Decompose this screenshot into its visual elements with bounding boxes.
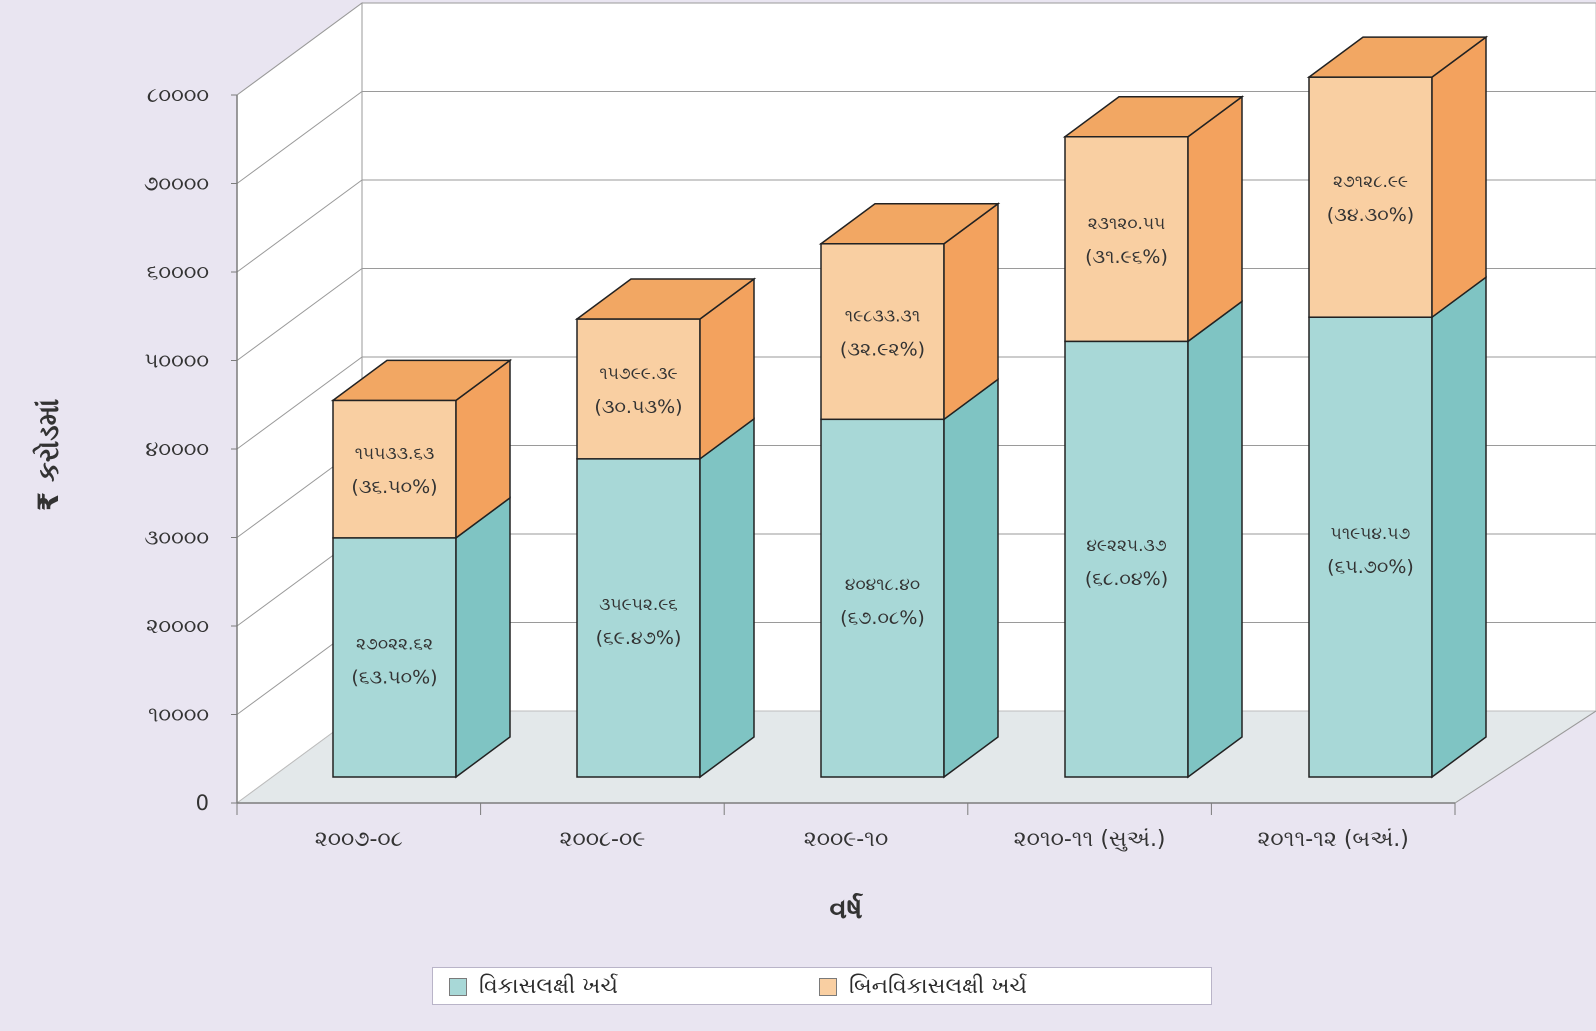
bar-segment-non-development <box>820 243 945 421</box>
data-label-development: ૨૭૦૨૨.૬૨ <box>356 634 433 654</box>
data-label-development: ૪૦૪૧૮.૪૦ <box>845 575 920 595</box>
bar-side-non-development <box>1187 95 1243 343</box>
bar-group: ૪૯૨૨૫.૩૭ (૬૮.૦૪%) ૨૩૧૨૦.૫૫ (૩૧.૯૬%) <box>1062 95 1245 779</box>
data-label-development-pct: (૬૯.૪૭%) <box>596 627 682 649</box>
x-axis-title: વર્ષ <box>829 892 863 925</box>
bar-segment-development <box>576 458 701 778</box>
data-label-non-development: ૨૭૧૨૮.૯૯ <box>1333 172 1408 192</box>
y-tick-label: ૧૦૦૦૦ <box>148 703 209 727</box>
y-tick-label: ૮૦૦૦૦ <box>147 83 209 107</box>
data-label-development: ૫૧૯૫૪.૫૭ <box>1331 524 1411 544</box>
x-category-label: ૨૦૧૧-૧૨ (બઅં.) <box>1258 827 1409 852</box>
data-label-development: ૪૯૨૨૫.૩૭ <box>1086 536 1166 556</box>
x-category-label: ૨૦૧૦-૧૧ (સુઅં.) <box>1014 827 1166 852</box>
y-tick-label: ૭૦૦૦૦ <box>144 172 209 196</box>
legend-item-development: વિકાસલક્ષી ખર્ચ <box>449 974 618 999</box>
data-label-non-development-pct: (૩૦.૫૩%) <box>594 396 682 418</box>
bar-segment-development <box>1308 316 1433 778</box>
bar-top-cap <box>330 359 513 402</box>
x-category-label: ૨૦૦૮-૦૯ <box>560 827 646 852</box>
data-label-non-development: ૧૫૭૯૯.૩૯ <box>599 364 677 384</box>
bar-group: ૨૭૦૨૨.૬૨ (૬૩.૫૦%) ૧૫૫૩૩.૬૩ (૩૬.૫૦%) <box>330 358 513 779</box>
legend-label-development: વિકાસલક્ષી ખર્ચ <box>479 974 618 999</box>
data-label-non-development-pct: (૩૪.૩૦%) <box>1327 204 1414 226</box>
bar-group: ૩૫૯૫૨.૯૬ (૬૯.૪૭%) ૧૫૭૯૯.૩૯ (૩૦.૫૩%) <box>574 277 757 779</box>
data-label-non-development: ૨૩૧૨૦.૫૫ <box>1088 214 1166 234</box>
legend-item-non-development: બિનવિકાસલક્ષી ખર્ચ <box>819 974 1027 999</box>
bar-top-cap <box>1306 36 1489 78</box>
bar-segment-development <box>332 537 457 778</box>
y-tick-label: ૨૦૦૦૦ <box>146 614 209 638</box>
legend: વિકાસલક્ષી ખર્ચ બિનવિકાસલક્ષી ખર્ચ <box>432 967 1212 1005</box>
y-tick-label: ૩૦૦૦૦ <box>144 526 209 550</box>
data-label-development: ૩૫૯૫૨.૯૬ <box>599 595 678 615</box>
data-label-non-development-pct: (૩૧.૯૬%) <box>1085 246 1168 268</box>
y-tick-label: 0 <box>196 791 209 815</box>
data-label-non-development-pct: (૩૨.૯૨%) <box>840 339 925 361</box>
bar-top-cap <box>818 203 1001 245</box>
y-tick-label: ૪૦૦૦૦ <box>145 437 209 461</box>
y-tick-label: ૬૦૦૦૦ <box>147 260 209 284</box>
x-category-label: ૨૦૦૯-૧૦ <box>804 827 888 852</box>
bar-side-development <box>699 417 755 779</box>
y-axis-title: ₹ કરોડમાં <box>32 399 65 512</box>
bar-segment-development <box>1064 340 1189 778</box>
legend-swatch-development <box>449 977 467 996</box>
data-label-development-pct: (૬૭.૦૮%) <box>840 607 925 629</box>
bar-side-development <box>455 496 511 779</box>
y-tick-label: ૫૦૦૦૦ <box>145 349 209 373</box>
floor-edge-right <box>1454 710 1596 804</box>
bar-top-cap <box>574 278 757 320</box>
bar-segment-non-development <box>1308 76 1433 318</box>
data-label-development-pct: (૬૩.૫૦%) <box>351 666 437 688</box>
data-label-non-development: ૧૯૮૩૩.૩૧ <box>845 307 920 327</box>
bar-group: ૪૦૪૧૮.૪૦ (૬૭.૦૮%) ૧૯૮૩૩.૩૧ (૩૨.૯૨%) <box>818 202 1001 779</box>
bar-side-development <box>943 377 999 779</box>
data-label-non-development-pct: (૩૬.૫૦%) <box>351 476 437 498</box>
legend-label-non-development: બિનવિકાસલક્ષી ખર્ચ <box>849 974 1028 999</box>
bar-segment-development <box>820 418 945 778</box>
bar-side-non-development <box>1431 35 1487 319</box>
data-label-development-pct: (૬૮.૦૪%) <box>1085 568 1168 590</box>
bar-segment-non-development <box>332 399 457 539</box>
bar-top-cap <box>1062 95 1245 138</box>
legend-swatch-non-development <box>819 977 837 996</box>
bar-group: ૫૧૯૫૪.૫૭ (૬૫.૭૦%) ૨૭૧૨૮.૯૯ (૩૪.૩૦%) <box>1306 35 1489 779</box>
bar-segment-non-development <box>576 318 701 460</box>
bar-side-development <box>1431 275 1487 779</box>
bar-segment-non-development <box>1064 135 1189 343</box>
bar-side-development <box>1187 299 1243 779</box>
data-label-development-pct: (૬૫.૭૦%) <box>1327 556 1414 578</box>
x-category-label: ૨૦૦૭-૦૮ <box>315 827 403 852</box>
data-label-non-development: ૧૫૫૩૩.૬૩ <box>355 444 435 464</box>
